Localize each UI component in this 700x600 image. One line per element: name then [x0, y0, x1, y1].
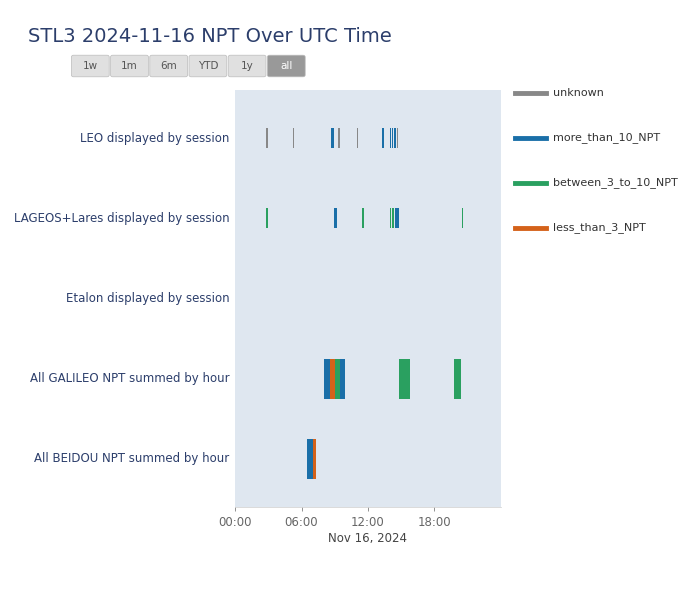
Text: All GALILEO NPT summed by hour: All GALILEO NPT summed by hour: [30, 372, 230, 385]
Bar: [331, 128, 334, 148]
Bar: [266, 208, 268, 229]
Bar: [390, 128, 391, 148]
Text: LEO displayed by session: LEO displayed by session: [80, 131, 230, 145]
Text: unknown: unknown: [553, 88, 604, 98]
Bar: [397, 128, 398, 148]
Bar: [357, 128, 358, 148]
Bar: [323, 359, 330, 399]
Bar: [266, 128, 268, 148]
Bar: [363, 208, 364, 229]
X-axis label: Nov 16, 2024: Nov 16, 2024: [328, 532, 407, 545]
Text: STL3 2024-11-16 NPT Over UTC Time: STL3 2024-11-16 NPT Over UTC Time: [28, 27, 392, 46]
Bar: [293, 128, 294, 148]
Bar: [394, 128, 395, 148]
Text: 1w: 1w: [83, 61, 98, 71]
Bar: [335, 359, 340, 399]
Bar: [390, 208, 391, 229]
Text: All BEIDOU NPT summed by hour: All BEIDOU NPT summed by hour: [34, 452, 230, 466]
Bar: [340, 359, 344, 399]
Text: LAGEOS+Lares displayed by session: LAGEOS+Lares displayed by session: [14, 212, 230, 225]
Text: 6m: 6m: [160, 61, 177, 71]
Text: YTD: YTD: [197, 61, 218, 71]
Text: 1y: 1y: [241, 61, 253, 71]
Bar: [307, 439, 313, 479]
Bar: [330, 359, 335, 399]
Bar: [462, 208, 463, 229]
Bar: [382, 128, 384, 148]
Text: less_than_3_NPT: less_than_3_NPT: [553, 223, 645, 233]
Bar: [313, 439, 316, 479]
Text: Etalon displayed by session: Etalon displayed by session: [66, 292, 230, 305]
Bar: [338, 128, 340, 148]
Text: all: all: [280, 61, 293, 71]
Text: 1m: 1m: [121, 61, 138, 71]
Bar: [392, 128, 393, 148]
Bar: [395, 208, 399, 229]
Text: between_3_to_10_NPT: between_3_to_10_NPT: [553, 178, 678, 188]
Bar: [454, 359, 461, 399]
Bar: [392, 208, 394, 229]
Bar: [334, 208, 337, 229]
Bar: [399, 359, 410, 399]
Text: more_than_10_NPT: more_than_10_NPT: [553, 133, 660, 143]
